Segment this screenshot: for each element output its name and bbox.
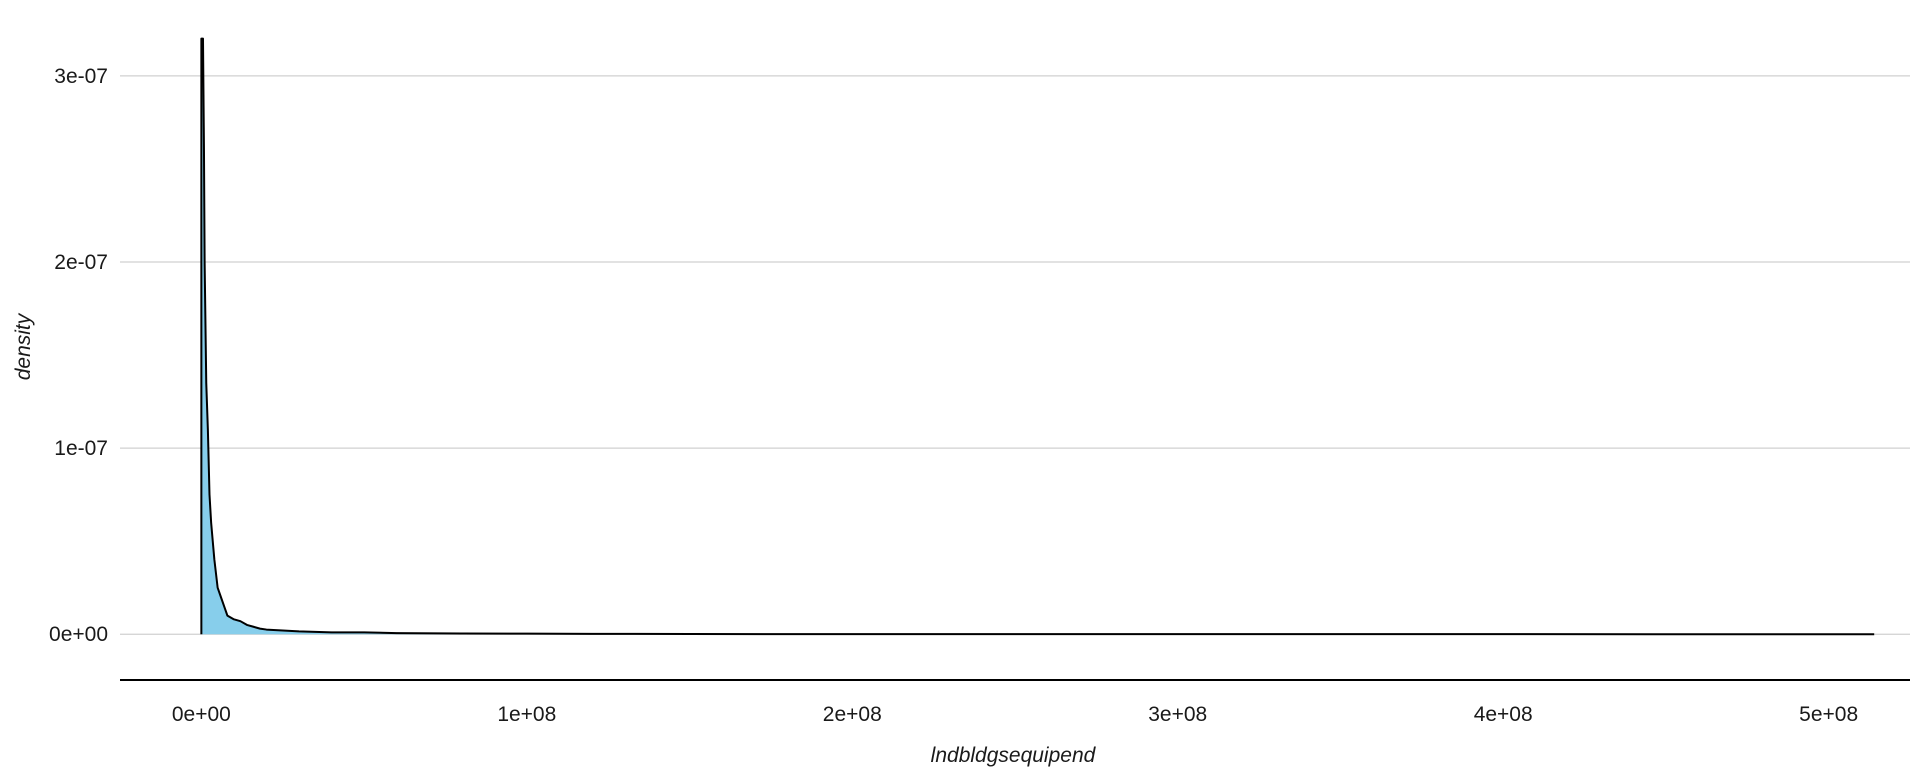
density-fill xyxy=(201,38,1875,635)
density-area xyxy=(200,37,1875,636)
y-tick-label-1: 1e-07 xyxy=(54,437,108,460)
gridlines xyxy=(120,75,1910,635)
x-tick-label-3: 3e+08 xyxy=(1148,703,1207,726)
x-tick-label-4: 4e+08 xyxy=(1474,703,1533,726)
x-tick-label-2: 2e+08 xyxy=(823,703,882,726)
y-tick-label-3: 3e-07 xyxy=(54,65,108,88)
density-line xyxy=(200,37,1875,636)
y-axis-tick-labels: 0e+00 1e-07 2e-07 3e-07 xyxy=(49,65,108,646)
y-axis-title: density xyxy=(12,312,35,380)
y-tick-label-0: 0e+00 xyxy=(49,623,108,646)
x-tick-label-5: 5e+08 xyxy=(1799,703,1858,726)
x-tick-label-0: 0e+00 xyxy=(172,703,231,726)
y-tick-label-2: 2e-07 xyxy=(54,251,108,274)
x-axis-tick-labels: 0e+00 1e+08 2e+08 3e+08 4e+08 5e+08 xyxy=(172,703,1858,726)
x-axis-title: lndbldgsequipend xyxy=(931,744,1097,767)
x-tick-label-1: 1e+08 xyxy=(497,703,556,726)
